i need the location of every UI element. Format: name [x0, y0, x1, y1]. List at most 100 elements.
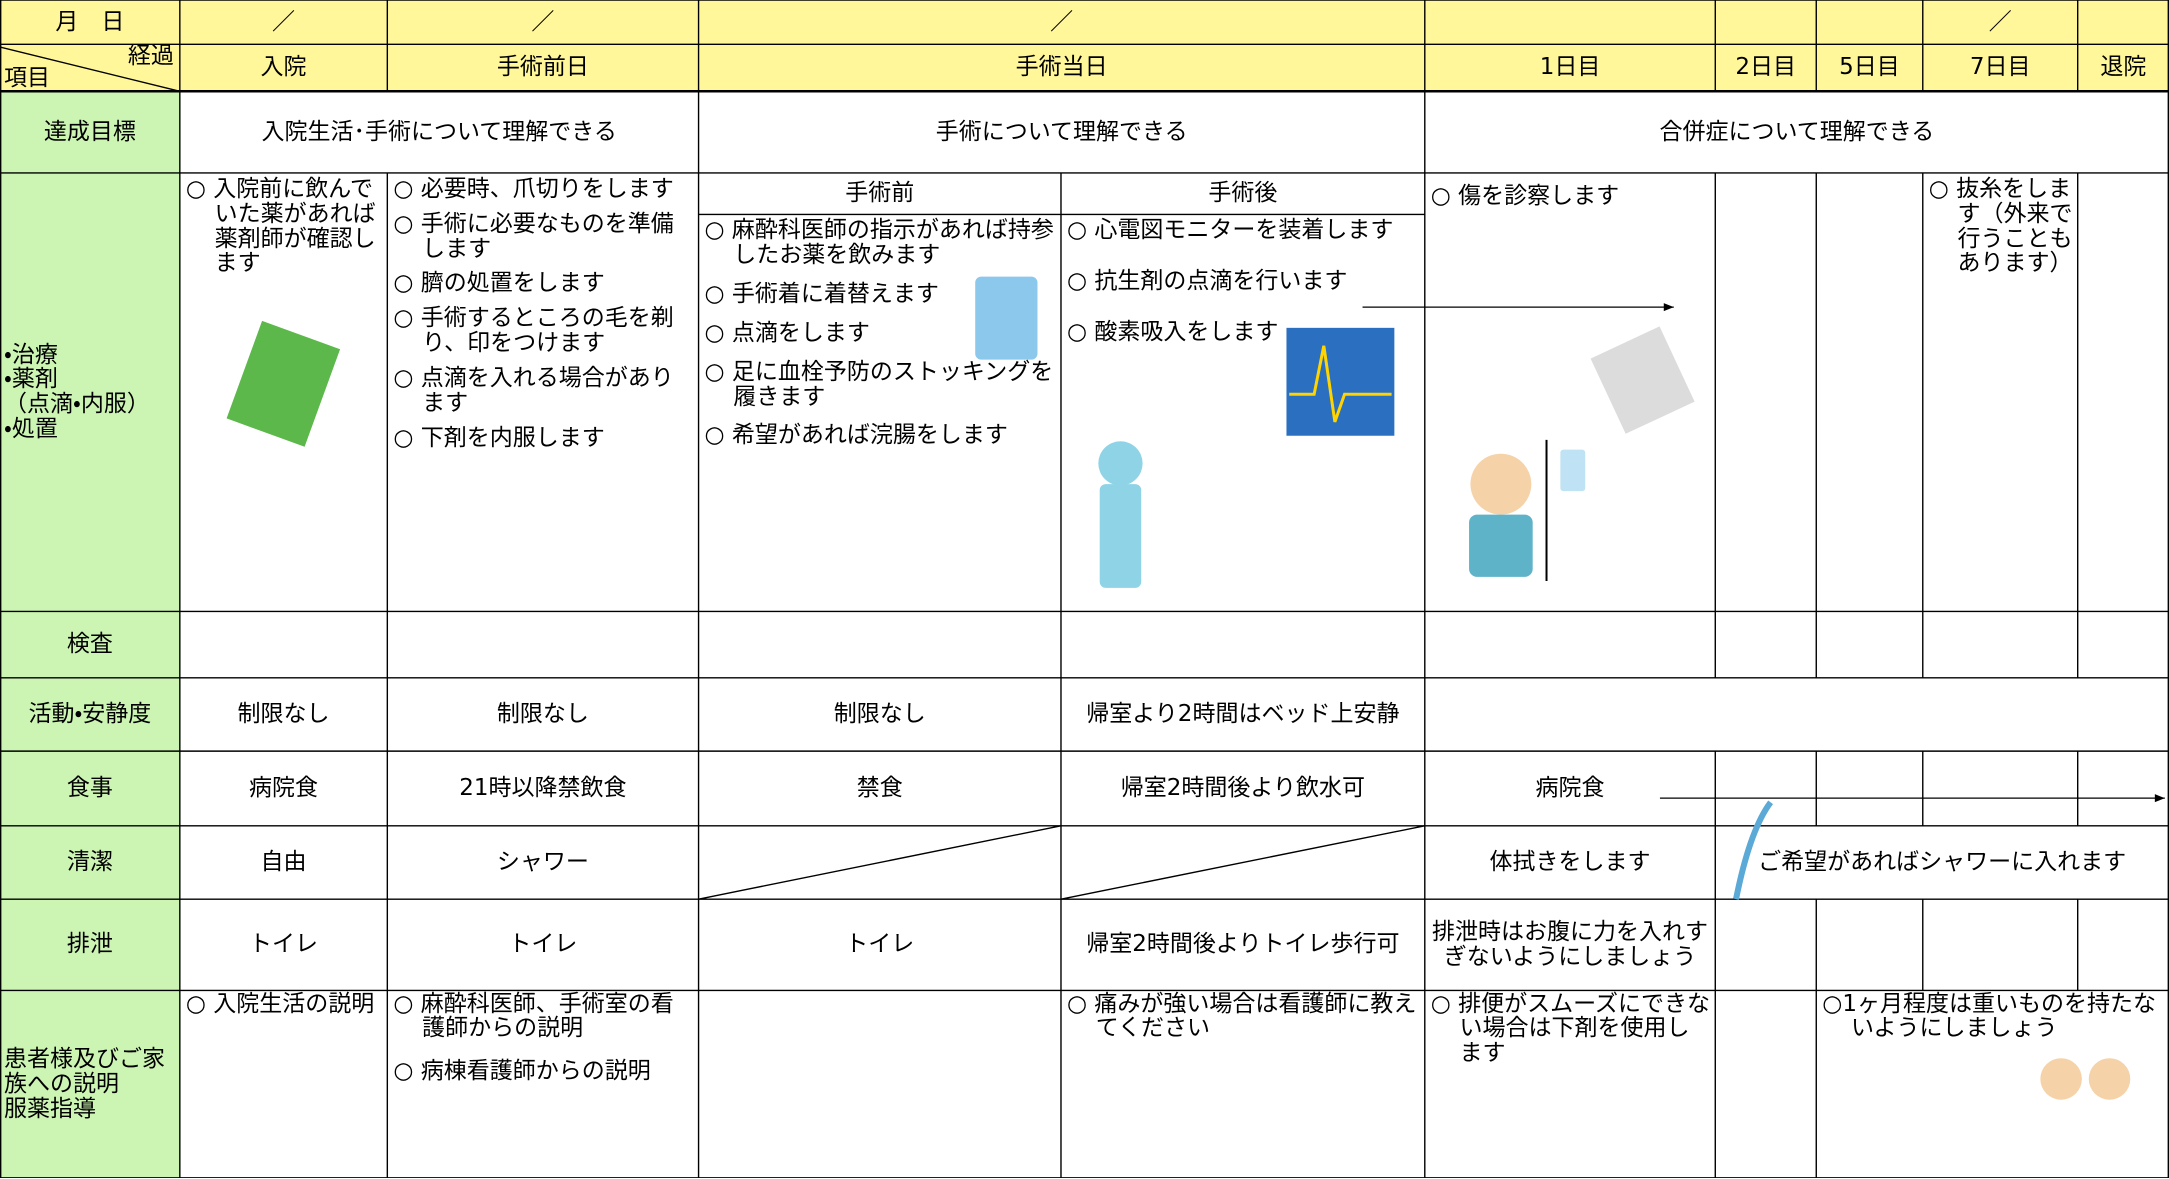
cell-text: トイレ: [508, 931, 578, 958]
illustration-staff-2: [2088, 1058, 2131, 1100]
label-line: （点滴・内服）: [4, 391, 150, 418]
item-list: ○ 麻酔科医師、手術室の看護師からの説明 ○ 病棟看護師からの説明: [387, 988, 698, 1179]
cell-text: 制限なし: [833, 701, 926, 728]
label-line: ・薬剤: [4, 366, 58, 393]
list-item: ○ 酸素吸入をします: [1066, 319, 1279, 346]
list-item: ○ 臍の処置をします: [393, 270, 605, 297]
illustration-shower: [1733, 800, 1774, 900]
row-label: 食事: [0, 751, 180, 826]
list-item: ○ 排便がスムーズにできない場合は下剤を使用します: [1430, 990, 1711, 1067]
cell-text: 入院: [260, 54, 307, 81]
cell-text: 21時以降禁飲食: [459, 775, 627, 802]
list-item: ○ 麻酔科医師、手術室の看護師からの説明: [393, 990, 674, 1042]
cell-text: 経過: [127, 43, 174, 70]
rule: [698, 825, 1062, 900]
cell-text: 手術前日: [496, 54, 589, 81]
header-bg: [0, 0, 2169, 92]
illustration-patient: [1470, 453, 1532, 515]
label-line: 排泄: [66, 931, 113, 958]
cell-text: 合併症について理解できる: [1659, 118, 1935, 145]
cell-text: 帰室2時間後より飲水可: [1120, 775, 1365, 802]
list-item: ○ 足に血栓予防のストッキングを履きます: [704, 358, 1054, 410]
list-item: ○ 手術着に着替えます: [704, 281, 939, 308]
row-label: 検査: [0, 611, 180, 677]
list-item: ○ 手術するところの毛を剃り、印をつけます: [393, 305, 674, 357]
rule: [1060, 825, 1425, 900]
cell-text: 帰室2時間後よりトイレ歩行可: [1086, 931, 1400, 958]
illustration-ecg: [1289, 345, 1392, 423]
cell-text: 病院食: [249, 775, 319, 802]
cell-text: ご希望があればシャワーに入れます: [1758, 849, 2127, 876]
cell-text: ／: [531, 8, 555, 35]
cell-text: 1日目: [1539, 54, 1601, 81]
cell-text: トイレ: [249, 931, 319, 958]
illustration-nurse-body: [1099, 484, 1142, 588]
item-list: ○ 排便がスムーズにできない場合は下剤を使用します: [1425, 988, 1715, 1179]
item-list: ○1ヶ月程度は重いものを持たないようにしましょう: [1816, 988, 2169, 1179]
cell-text: ／: [272, 8, 296, 35]
row-label: ・治療 ・薬剤 （点滴・内服） ・処置: [0, 173, 180, 612]
cell-text: 排泄時はお腹に力を入れすぎないようにしましょう: [1432, 918, 1709, 970]
item-list: ○ 心電図モニターを装着します ○ 抗生剤の点滴を行います ○ 酸素吸入をします: [1061, 214, 1425, 611]
list-item: ○ 病棟看護師からの説明: [393, 1058, 651, 1085]
item-list: ○ 麻酔科医師の指示があれば持参したお薬を飲みます ○ 手術着に着替えます ○ 点滴…: [699, 214, 1061, 611]
row-label: 清潔: [0, 826, 180, 899]
item-list: ○ 傷を診察します: [1425, 180, 1715, 612]
list-item: ○ 麻酔科医師の指示があれば持参したお薬を飲みます: [704, 217, 1054, 269]
label-line: 活動・安静度: [28, 701, 152, 728]
cell-text: 病院食: [1535, 775, 1605, 802]
list-item: ○ 点滴をします: [704, 319, 870, 346]
illustration-patient-body: [1469, 514, 1533, 577]
list-item: ○ 入院前に飲んでいた薬があれば薬剤師が確認します: [185, 175, 376, 277]
list-item: ○ 必要時、爪切りをします: [393, 175, 674, 202]
cell-text: ／: [1050, 8, 1074, 35]
cell-text: 体拭きをします: [1489, 849, 1651, 876]
list-item: ○ 心電図モニターを装着します: [1066, 217, 1394, 244]
list-item: ○ 手術に必要なものを準備します: [393, 210, 674, 262]
list-item: ○ 抗生剤の点滴を行います: [1066, 268, 1348, 295]
label-line: 患者様及びご家族への説明: [4, 1046, 165, 1098]
row-label: 達成目標: [0, 91, 180, 173]
cell-text: 5日目: [1839, 54, 1900, 81]
list-item: ○ 入院生活の説明: [185, 990, 375, 1017]
item-list: ○ 痛みが強い場合は看護師に教えてください: [1061, 988, 1425, 1179]
label-line: 清潔: [66, 849, 113, 876]
row-label: 活動・安静度: [0, 678, 180, 751]
list-item: ○ 下剤を内服します: [393, 424, 605, 451]
cell-text: 帰室より2時間はベッド上安静: [1086, 701, 1400, 728]
item-list: ○ 抜糸をします（外来で行うこともあります）: [1923, 173, 2078, 612]
label-line: 食事: [66, 775, 113, 802]
item-list: ○ 入院生活の説明: [180, 988, 387, 1179]
label-line: ・処置: [4, 415, 58, 442]
cell-text: 手術について理解できる: [935, 118, 1188, 145]
cell-text: 自由: [260, 849, 307, 876]
label-bg: [0, 91, 180, 1178]
arrow-head: [2154, 794, 2165, 803]
illustration-monitor: [1286, 327, 1395, 436]
cell-text: ／: [1988, 8, 2012, 35]
cell-text: 手術後: [1208, 180, 1278, 207]
illustration-iv: [1560, 449, 1586, 492]
arrow-head: [1663, 303, 1674, 312]
cell-text: 入院生活･手術について理解できる: [261, 118, 617, 145]
cell-text: 月 日: [55, 8, 125, 35]
label-line: 検査: [66, 631, 113, 658]
list-item: ○ 傷を診察します: [1430, 182, 1620, 209]
row-label: 患者様及びご家族への説明 服薬指導: [0, 990, 180, 1178]
cell-text: 7日目: [1969, 54, 2031, 81]
list-item: ○ 点滴を入れる場合があります: [393, 364, 674, 416]
cell-text: トイレ: [845, 931, 915, 958]
cell-text: シャワー: [496, 849, 589, 876]
cell-text: 手術前: [845, 180, 915, 207]
list-item: ○ 抜糸をします（外来で行うこともあります）: [1928, 175, 2073, 277]
illustration-pills: [1590, 326, 1695, 434]
item-list: ○ 入院前に飲んでいた薬があれば薬剤師が確認します: [180, 173, 387, 612]
illustration-nurse: [1098, 441, 1143, 486]
row-label: 排泄: [0, 899, 180, 990]
cell-text: 退院: [2100, 54, 2147, 81]
illustration-gown: [975, 276, 1038, 360]
rule: [0, 46, 180, 92]
label-line: 服薬指導: [4, 1095, 96, 1122]
